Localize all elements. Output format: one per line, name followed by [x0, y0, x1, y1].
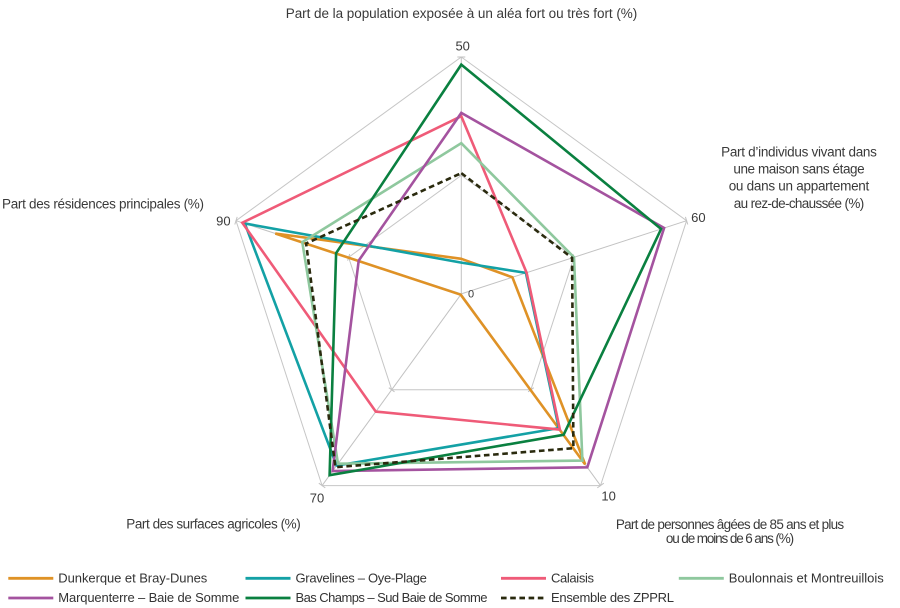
svg-text:ou dans un appartement: ou dans un appartement: [729, 179, 870, 194]
svg-text:Gravelines – Oye-Plage: Gravelines – Oye-Plage: [296, 571, 427, 586]
svg-text:10: 10: [601, 489, 615, 504]
svg-text:Boulonnais et Montreuillois: Boulonnais et Montreuillois: [729, 571, 884, 586]
svg-text:Marquenterre – Baie de Somme: Marquenterre – Baie de Somme: [58, 590, 239, 605]
svg-text:Part de la population exposée: Part de la population exposée à un aléa …: [286, 6, 638, 21]
svg-text:Calaisis: Calaisis: [551, 571, 595, 586]
svg-text:70: 70: [310, 491, 324, 506]
svg-text:0: 0: [468, 289, 474, 301]
svg-text:Ensemble des ZPPRL: Ensemble des ZPPRL: [551, 590, 674, 605]
svg-text:ou de moins de 6 ans (%): ou de moins de 6 ans (%): [666, 531, 794, 546]
svg-text:Part de personnes âgées de 85: Part de personnes âgées de 85 ans et plu…: [616, 517, 845, 532]
svg-text:50: 50: [455, 38, 469, 53]
svg-text:90: 90: [216, 213, 230, 228]
svg-text:une maison sans étage: une maison sans étage: [733, 162, 864, 177]
svg-text:Dunkerque et Bray-Dunes: Dunkerque et Bray-Dunes: [58, 571, 208, 586]
svg-text:Part des résidences principale: Part des résidences principales (%): [2, 197, 204, 212]
svg-text:Part des surfaces agricoles (%: Part des surfaces agricoles (%): [126, 517, 301, 532]
svg-text:au rez-de-chaussée (%): au rez-de-chaussée (%): [734, 196, 864, 211]
svg-text:Bas Champs – Sud Baie de Somme: Bas Champs – Sud Baie de Somme: [296, 590, 488, 605]
svg-text:Part d’individus vivant dans: Part d’individus vivant dans: [721, 145, 877, 160]
svg-text:60: 60: [691, 210, 705, 225]
